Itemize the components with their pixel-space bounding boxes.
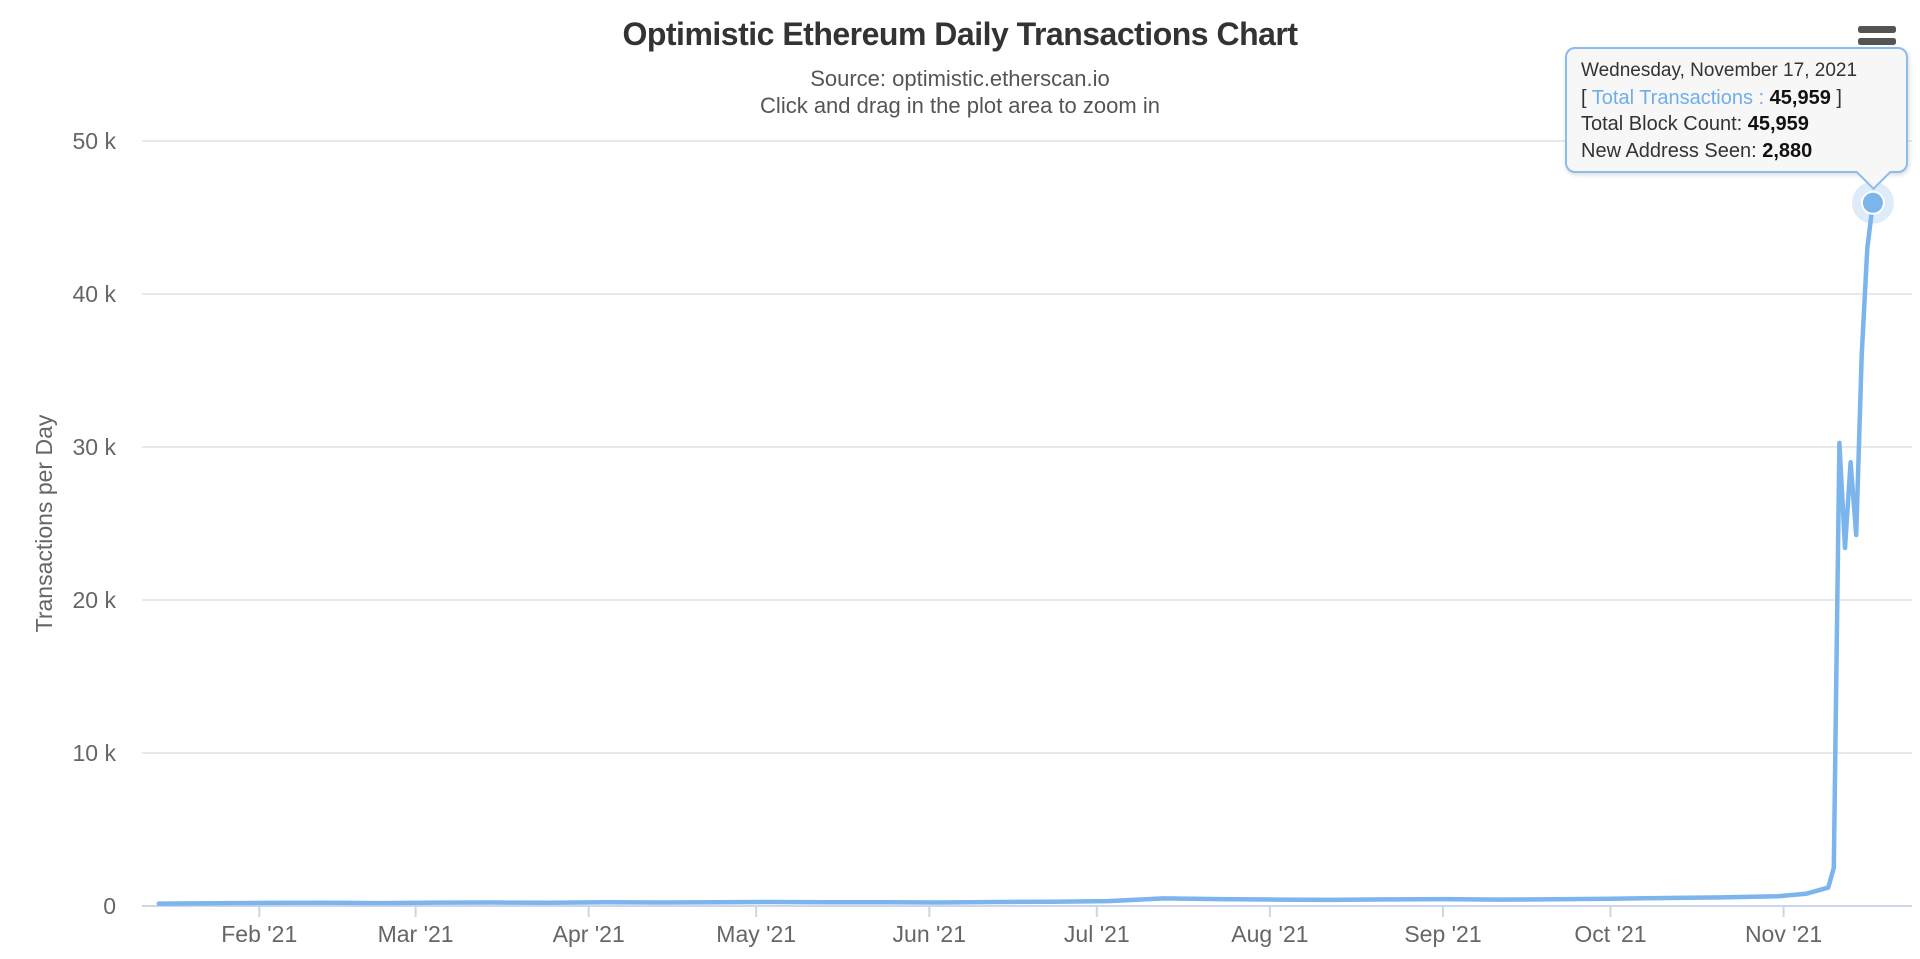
- x-tick-label: Jun '21: [893, 921, 966, 947]
- tooltip-total-transactions-value: 45,959: [1769, 86, 1831, 109]
- tooltip-date: Wednesday, November 17, 2021: [1581, 60, 1858, 81]
- x-tick-label: Jul '21: [1064, 921, 1130, 947]
- data-point-marker[interactable]: [1860, 190, 1885, 215]
- y-tick-label: 20 k: [73, 587, 117, 613]
- x-tick-label: Mar '21: [378, 921, 454, 947]
- x-tick-label: Aug '21: [1231, 921, 1308, 947]
- y-axis-title: Transactions per Day: [31, 414, 57, 632]
- x-tick-label: Feb '21: [221, 921, 297, 947]
- x-tick-label: May '21: [716, 921, 796, 947]
- chart-tooltip: Wednesday, November 17, 2021 [ Total Tra…: [1565, 47, 1908, 173]
- y-tick-label: 50 k: [73, 128, 117, 154]
- hamburger-icon: [1858, 26, 1896, 33]
- chart-source-subtitle: Source: optimistic.etherscan.io: [810, 66, 1110, 91]
- tooltip-total-transactions-row: [ Total Transactions : 45,959 ]: [1581, 86, 1842, 109]
- x-tick-label: Oct '21: [1574, 921, 1646, 947]
- hamburger-icon: [1858, 38, 1896, 45]
- y-tick-label: 10 k: [73, 740, 117, 766]
- y-tick-label: 40 k: [73, 281, 117, 307]
- series-line: [156, 200, 1876, 906]
- tooltip-new-address-row: New Address Seen: 2,880: [1581, 139, 1813, 162]
- tooltip-series-name: Total Transactions: [1591, 86, 1753, 109]
- tooltip-new-address-value: 2,880: [1762, 139, 1813, 162]
- tooltip-block-count-value: 45,959: [1747, 113, 1809, 135]
- y-tick-label: 30 k: [73, 434, 117, 460]
- x-tick-label: Apr '21: [553, 921, 625, 947]
- tooltip-block-count-row: Total Block Count: 45,959: [1581, 113, 1809, 135]
- x-tick-label: Sep '21: [1404, 921, 1481, 947]
- chart-title: Optimistic Ethereum Daily Transactions C…: [622, 16, 1298, 52]
- x-tick-label: Nov '21: [1745, 921, 1822, 947]
- chart-zoom-hint: Click and drag in the plot area to zoom …: [760, 93, 1160, 118]
- y-tick-label: 0: [103, 893, 116, 919]
